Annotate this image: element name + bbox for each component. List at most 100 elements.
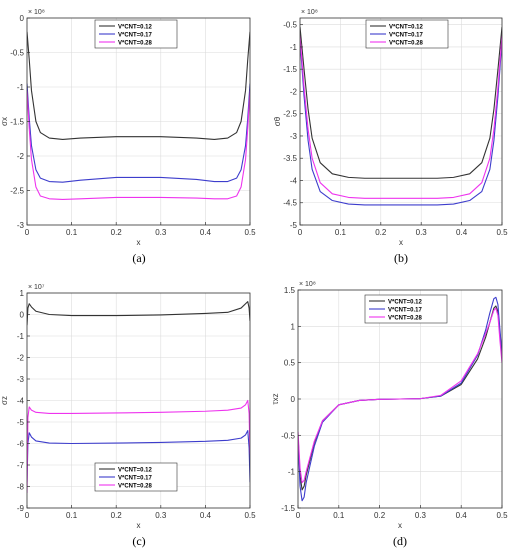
chart-panel-3: 0 0.1 0.2 0.3 0.4 0.5 -9 -8 -7 -6 -5 -4 -3 -2 -1 0 1× 10… — [0, 284, 256, 548]
y-tick-label: -0.5 — [283, 21, 297, 30]
series-line-2 — [300, 40, 502, 206]
x-tick-label: 0.3 — [415, 511, 427, 520]
y-tick-label: -1 — [290, 43, 298, 52]
y-tick-label: -3 — [290, 132, 298, 141]
legend: V*CNT=0.12 V*CNT=0.17 V*CNT=0.28 — [94, 462, 178, 492]
panel-label: (c) — [132, 534, 145, 548]
y-tick-label: 0 — [20, 14, 25, 23]
y-tick-label: -0.5 — [281, 431, 295, 440]
y-tick-label: -3 — [17, 375, 25, 384]
y-tick-label: -6 — [17, 440, 25, 449]
series-line-3 — [298, 307, 502, 484]
plot-area — [300, 18, 502, 225]
legend: V*CNT=0.12 V*CNT=0.17 V*CNT=0.28 — [365, 19, 449, 49]
x-tick-label: 0.4 — [200, 511, 212, 520]
x-tick-label: 0 — [25, 511, 30, 520]
x-tick-label: 0.1 — [66, 228, 78, 237]
y-tick-label: -4 — [290, 176, 298, 185]
legend-entry: V*CNT=0.28 — [118, 484, 153, 490]
y-tick-label: 1 — [291, 322, 296, 331]
series-line-2 — [27, 430, 250, 483]
legend-entry: V*CNT=0.28 — [118, 41, 153, 47]
x-tick-label: 0.3 — [155, 228, 167, 237]
x-tick-label: 0.4 — [456, 228, 468, 237]
legend-entry: V*CNT=0.17 — [118, 476, 153, 482]
series-line-3 — [300, 35, 502, 199]
y-tick-label: -2.5 — [10, 187, 24, 196]
y-tick-label: -8 — [17, 483, 25, 492]
y-tick-label: -1.5 — [281, 504, 295, 513]
y-tick-label: -5 — [290, 221, 298, 230]
y-tick-label: 0 — [20, 311, 25, 320]
axis-exponent: × 10⁸ — [299, 281, 316, 288]
y-tick-label: -2.5 — [283, 110, 297, 119]
y-tick-label: -1.5 — [283, 65, 297, 74]
legend-entry: V*CNT=0.12 — [389, 25, 424, 31]
y-tick-label: -0.5 — [10, 49, 24, 58]
axis-exponent: × 10⁷ — [28, 284, 45, 291]
y-tick-label: 1.5 — [284, 286, 296, 295]
y-tick-label: -1 — [17, 83, 25, 92]
series-line-1 — [27, 301, 250, 326]
panel-label: (d) — [393, 534, 407, 548]
legend-entry: V*CNT=0.12 — [388, 300, 423, 306]
x-axis-label: x — [399, 238, 403, 247]
y-tick-label: -1 — [288, 468, 296, 477]
y-axis-label: σx — [0, 117, 9, 126]
y-tick-label: -4.5 — [283, 199, 297, 208]
axes-box — [299, 17, 503, 226]
legend-entry: V*CNT=0.28 — [389, 41, 424, 47]
legend-entry: V*CNT=0.17 — [389, 33, 424, 39]
axis-exponent: × 10⁸ — [28, 9, 45, 16]
y-tick-label: 0 — [291, 395, 296, 404]
legend-box — [94, 462, 178, 492]
legend-entry: V*CNT=0.12 — [118, 25, 153, 31]
series-line-3 — [27, 90, 250, 201]
series-line-1 — [27, 31, 250, 140]
x-axis-label: x — [398, 521, 402, 530]
y-axis-label: τxz — [271, 393, 280, 404]
y-tick-label: -4 — [17, 397, 25, 406]
y-axis-label: σθ — [273, 116, 282, 126]
series-line-1 — [300, 26, 502, 179]
y-tick-label: 0.5 — [284, 359, 296, 368]
x-axis-label: x — [137, 238, 141, 247]
x-tick-label: 0.4 — [200, 228, 212, 237]
x-tick-label: 0 — [25, 228, 30, 237]
chart-panel-4: 0 0.1 0.2 0.3 0.4 0.5 -1.5 -1 -0.5 0 0.5 1 1.5× 10⁸ x… — [271, 281, 508, 548]
y-tick-label: 1 — [20, 289, 25, 298]
panel-label: (a) — [132, 251, 145, 265]
x-tick-label: 0.2 — [111, 228, 123, 237]
x-tick-label: 0.5 — [244, 511, 256, 520]
x-tick-label: 0.1 — [66, 511, 78, 520]
legend-entry: V*CNT=0.28 — [388, 316, 423, 322]
chart-panel-1: 0 0.1 0.2 0.3 0.4 0.5-3-2.5-2-1.5-1-0.50× 10⁸… — [0, 9, 256, 265]
x-tick-label: 0.2 — [375, 228, 387, 237]
y-axis-label: σz — [0, 396, 9, 405]
x-tick-label: 0.2 — [111, 511, 123, 520]
x-tick-label: 0.3 — [416, 228, 428, 237]
x-tick-label: 0.5 — [496, 511, 508, 520]
x-tick-label: 0.5 — [244, 228, 256, 237]
x-axis-label: x — [137, 521, 141, 530]
series-line-3 — [27, 399, 250, 493]
x-tick-label: 0.4 — [456, 511, 468, 520]
panel-label: (b) — [394, 251, 408, 265]
y-tick-label: -1 — [17, 332, 25, 341]
y-tick-label: -9 — [17, 504, 25, 513]
chart-panel-2: 0 0.1 0.2 0.3 0.4 0.5 -5 -4.5 -4 -3.5 -3 -2.5 -2 -1.5… — [273, 9, 508, 265]
x-tick-label: 0.1 — [335, 228, 347, 237]
y-tick-label: -2 — [17, 152, 25, 161]
axis-exponent: × 10⁸ — [301, 9, 318, 16]
x-tick-label: 0 — [296, 511, 301, 520]
y-tick-label: -3 — [17, 221, 25, 230]
legend-entry: V*CNT=0.17 — [388, 308, 423, 314]
legend: V*CNT=0.12 V*CNT=0.17 V*CNT=0.28 — [364, 294, 448, 324]
y-tick-label: -7 — [17, 461, 25, 470]
legend-entry: V*CNT=0.17 — [118, 33, 153, 39]
x-tick-label: 0.2 — [374, 511, 386, 520]
legend-entry: V*CNT=0.12 — [118, 468, 153, 474]
x-tick-label: 0 — [298, 228, 303, 237]
y-tick-label: -1.5 — [10, 118, 24, 127]
